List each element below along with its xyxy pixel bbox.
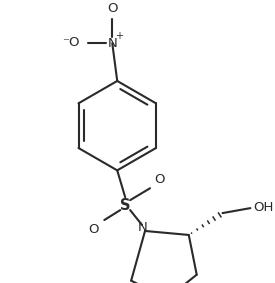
Text: O: O <box>155 173 165 186</box>
Text: N: N <box>138 222 148 235</box>
Text: +: + <box>115 31 123 41</box>
Text: N: N <box>107 37 117 50</box>
Text: O: O <box>107 2 117 15</box>
Text: OH: OH <box>253 201 273 214</box>
Text: O: O <box>88 224 99 237</box>
Text: S: S <box>120 198 130 213</box>
Text: ⁻O: ⁻O <box>62 36 79 49</box>
